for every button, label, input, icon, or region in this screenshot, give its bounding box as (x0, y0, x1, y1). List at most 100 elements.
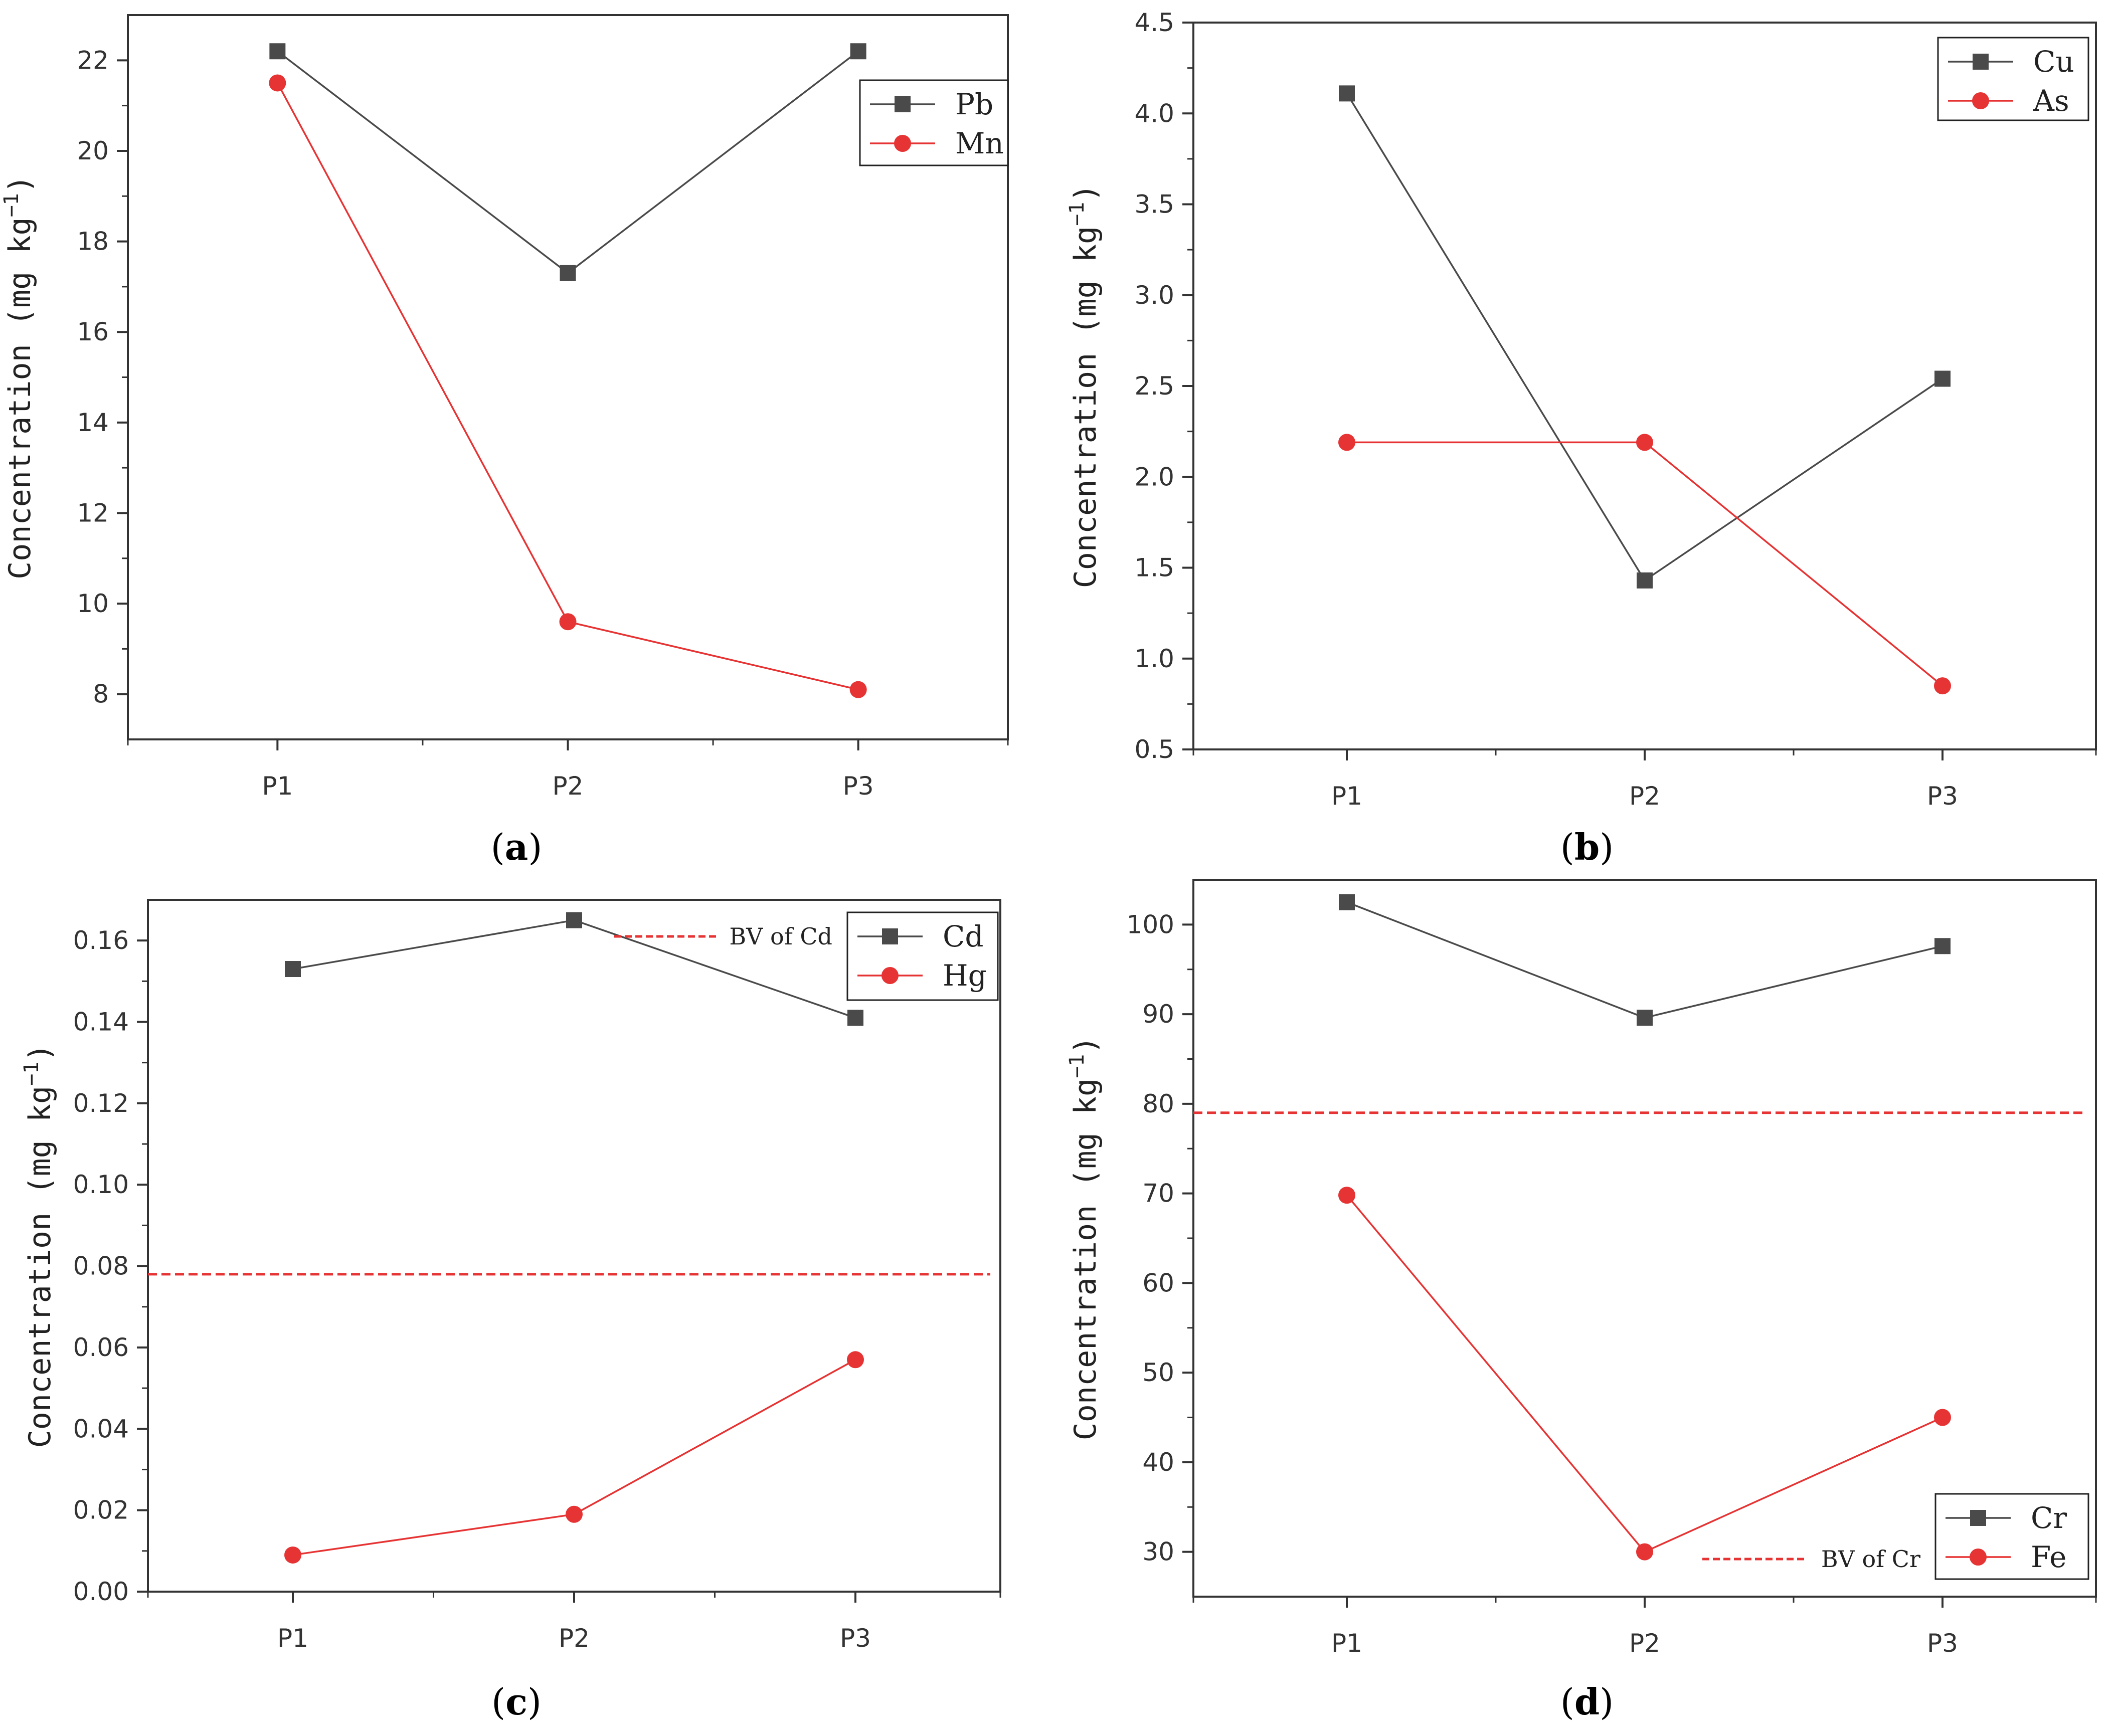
data-point-mn (559, 613, 577, 631)
y-tick-label: 1.5 (1134, 553, 1174, 583)
data-point-as (1934, 677, 1951, 695)
data-point-cu (1934, 370, 1951, 387)
series-line-hg (292, 1359, 856, 1556)
y-tick-label: 3.5 (1134, 190, 1174, 219)
data-point-pb (560, 265, 576, 281)
x-tick-label: P3 (1927, 782, 1958, 811)
y-tick-label: 10 (77, 589, 109, 618)
series-line-fe (1346, 1195, 1943, 1553)
y-tick-label: 100 (1127, 910, 1174, 939)
legend-marker (894, 135, 911, 152)
data-point-fe (1636, 1543, 1653, 1561)
data-point-pb (269, 43, 286, 60)
legend-marker (882, 928, 898, 944)
plot-frame (1192, 879, 2097, 1598)
x-tick-label: P3 (1927, 1629, 1958, 1658)
legend-label-as: As (2033, 84, 2069, 118)
x-tick-label: P2 (1629, 1629, 1660, 1658)
legend-box (846, 911, 999, 1001)
y-tick-label: 0.06 (73, 1333, 129, 1362)
y-axis-label: Concentration (mg kg−1) (1066, 1036, 1103, 1441)
legend-label-mn: Mn (955, 126, 1004, 160)
legend-label-pb: Pb (955, 87, 993, 121)
legend-label-hg: Hg (943, 958, 987, 993)
y-tick-label: 0.10 (73, 1170, 129, 1199)
reference-line-label: BV of Cd (729, 923, 832, 950)
y-tick-label: 0.02 (73, 1496, 129, 1525)
y-tick-label: 8 (93, 680, 109, 709)
y-tick-label: 22 (77, 46, 109, 75)
panel-c: 0.00 0.02 0.04 0.06 0.08 0.10 0.12 0.14 0.16 P1 P2… (20, 899, 1001, 1653)
legend-box (1934, 1493, 2089, 1580)
y-tick-label: 2.5 (1134, 371, 1174, 401)
data-point-cd (847, 1010, 863, 1026)
y-tick-label: 16 (77, 317, 109, 346)
y-tick-label: 3.0 (1134, 281, 1174, 310)
data-point-hg (566, 1505, 583, 1523)
y-axis-label: Concentration (mg kg−1) (1066, 184, 1103, 589)
reference-line-label: BV of Cr (1821, 1546, 1920, 1573)
y-tick-label: 14 (77, 408, 109, 437)
y-tick-label: 30 (1142, 1537, 1174, 1567)
y-tick-label: 90 (1142, 1000, 1174, 1029)
y-tick-label: 0.08 (73, 1252, 129, 1281)
data-point-hg (284, 1546, 301, 1564)
caption-d: (d) (1560, 1680, 1614, 1723)
y-tick-label: 0.5 (1134, 735, 1174, 764)
series-line-as (1347, 441, 1944, 687)
legend-label-cd: Cd (943, 919, 984, 953)
data-point-cu (1637, 572, 1653, 589)
x-tick-label: P2 (559, 1624, 590, 1653)
x-tick-label: P3 (843, 771, 874, 801)
y-tick-label: 4.0 (1134, 99, 1174, 128)
y-tick-label: 18 (77, 227, 109, 256)
caption-b: (b) (1560, 826, 1614, 868)
x-tick-label: P2 (1629, 782, 1660, 811)
data-point-cr (1339, 894, 1355, 910)
data-point-mn (849, 681, 867, 698)
plot-frame (147, 899, 1001, 1593)
legend-box (859, 79, 1009, 166)
x-tick-label: P1 (277, 1624, 308, 1653)
series-line-pb (277, 50, 859, 274)
caption-c: (c) (491, 1680, 542, 1723)
data-point-mn (269, 74, 286, 92)
legend-label-fe: Fe (2031, 1540, 2066, 1574)
x-tick-label: P1 (1331, 782, 1362, 811)
data-point-as (1338, 434, 1355, 451)
y-tick-label: 20 (77, 136, 109, 165)
y-tick-label: 70 (1142, 1179, 1174, 1208)
x-tick-label: P1 (262, 771, 293, 801)
data-point-cu (1339, 85, 1355, 102)
legend-marker (1970, 1549, 1987, 1566)
y-tick-label: 0.12 (73, 1089, 129, 1118)
panel-d: 30 40 50 60 70 80 90 100 P1 P2 P3 Concentration (mg… (1066, 879, 2097, 1658)
panel-a: 8 10 12 14 16 18 20 22 P1 P2 P3 Concentration (mg k… (0, 14, 1009, 801)
legend-label-cu: Cu (2033, 45, 2074, 79)
x-tick-label: P1 (1331, 1629, 1362, 1658)
y-tick-label: 0.04 (73, 1414, 129, 1443)
data-point-cr (1934, 938, 1951, 954)
panel-b: 0.5 1.0 1.5 2.0 2.5 3.0 3.5 4.0 4.5 P1 P2 P3 Concent… (1066, 8, 2097, 811)
series-line-mn (276, 82, 859, 691)
data-point-cd (285, 961, 301, 977)
x-tick-label: P3 (840, 1624, 871, 1653)
y-axis-label: Concentration (mg kg−1) (20, 1044, 58, 1448)
y-tick-label: 50 (1142, 1358, 1174, 1387)
data-point-fe (1934, 1409, 1951, 1426)
y-tick-label: 2.0 (1134, 462, 1174, 491)
y-tick-label: 40 (1142, 1448, 1174, 1477)
y-tick-label: 0.16 (73, 926, 129, 955)
y-tick-label: 1.0 (1134, 644, 1174, 673)
y-tick-label: 12 (77, 498, 109, 527)
legend-box (1937, 37, 2089, 121)
data-point-cr (1637, 1010, 1653, 1026)
legend-marker (881, 967, 899, 984)
data-point-fe (1338, 1187, 1355, 1204)
y-tick-label: 0.14 (73, 1008, 129, 1037)
legend-marker (895, 96, 911, 112)
legend-marker (1973, 54, 1989, 70)
legend-marker (1970, 1510, 1986, 1526)
legend-label-cr: Cr (2031, 1501, 2067, 1535)
